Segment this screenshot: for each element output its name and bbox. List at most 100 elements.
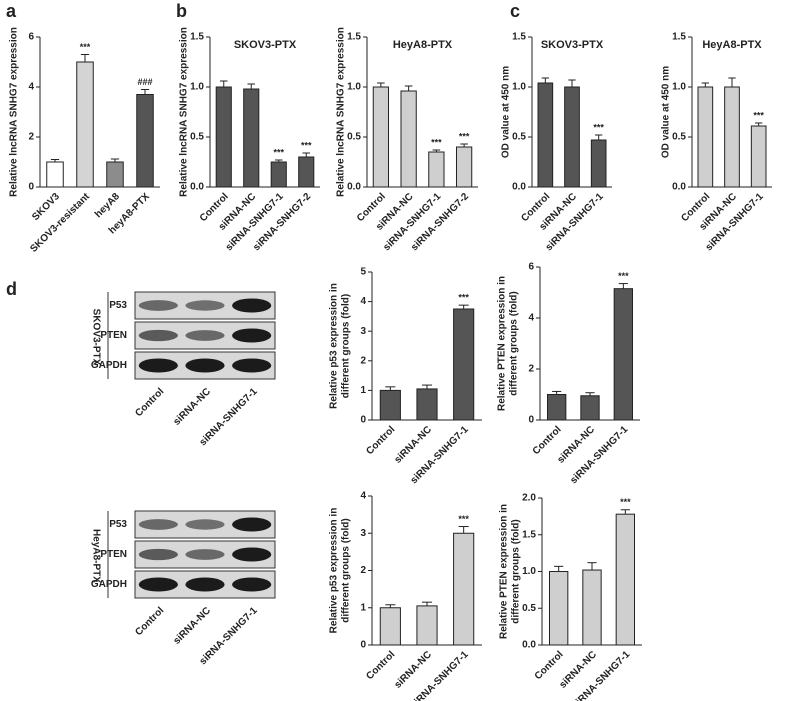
chart-title: HeyA8-PTX — [702, 39, 762, 51]
y-tick-label: 0.5 — [522, 603, 536, 614]
y-tick-label: 0.0 — [672, 182, 686, 193]
significance-label: *** — [458, 514, 469, 524]
y-axis-label: Relative lncRNA SNHG7 expression — [179, 27, 190, 197]
y-tick-label: 4 — [528, 313, 534, 324]
bar — [416, 605, 438, 646]
x-tick-label: Control — [364, 649, 397, 682]
panel-label: a — [6, 1, 17, 21]
band-label: PTEN — [100, 330, 127, 341]
band-label: P53 — [109, 300, 127, 311]
blot-band — [185, 577, 225, 592]
y-axis-label: Relative lncRNA SNHG7 expression — [336, 27, 347, 197]
y-tick-label: 1.5 — [512, 32, 526, 43]
y-tick-label: 0.0 — [347, 182, 361, 193]
y-axis-label: OD value at 450 nm — [661, 66, 672, 158]
chart-title: HeyA8-PTX — [393, 39, 453, 51]
blot-band — [232, 517, 272, 532]
y-tick-label: 4 — [360, 296, 366, 307]
y-tick-label: 1.0 — [190, 82, 204, 93]
y-axis-label: different groups (fold) — [341, 294, 352, 398]
bar — [416, 388, 438, 421]
bar — [582, 569, 602, 646]
y-tick-label: 0.5 — [190, 132, 204, 143]
y-axis-label: OD value at 450 nm — [501, 66, 512, 158]
chart-title: SKOV3-PTX — [541, 39, 604, 51]
y-tick-label: 0.5 — [512, 132, 526, 143]
bar — [537, 82, 554, 188]
y-tick-label: 4 — [28, 82, 34, 93]
blot-band — [232, 358, 272, 373]
bar — [453, 532, 475, 646]
x-tick-label: Control — [531, 424, 564, 457]
significance-label: ### — [137, 77, 152, 87]
bar — [428, 151, 445, 188]
significance-label: *** — [80, 42, 91, 52]
lane-label: Control — [133, 605, 166, 638]
bar — [615, 513, 636, 646]
bar — [549, 571, 569, 646]
y-axis-label: different groups (fold) — [509, 291, 520, 395]
blot-band — [232, 298, 272, 313]
band-label: P53 — [109, 519, 127, 530]
cell-line-label: SKOV3-PTX — [90, 309, 101, 366]
blot-band — [185, 549, 225, 560]
panel-label: b — [176, 1, 187, 21]
bar — [613, 288, 634, 421]
y-tick-label: 6 — [28, 32, 34, 43]
y-tick-label: 0.5 — [672, 132, 686, 143]
lane-label: siRNA-NC — [171, 605, 213, 647]
blot-band — [138, 519, 178, 530]
blot-band — [185, 358, 225, 373]
bar — [564, 86, 580, 188]
bar — [750, 125, 767, 188]
blot-band — [138, 358, 178, 373]
y-tick-label: 3 — [360, 326, 366, 337]
bar — [379, 389, 401, 421]
bar — [136, 94, 154, 188]
significance-label: *** — [618, 271, 629, 281]
y-axis-label: Relative lncRNA SNHG7 expression — [9, 27, 20, 197]
panel-label: c — [510, 1, 520, 21]
y-tick-label: 1.0 — [672, 82, 686, 93]
y-tick-label: 2.0 — [522, 493, 536, 504]
y-tick-label: 0.0 — [522, 640, 536, 651]
y-tick-label: 3 — [360, 528, 366, 539]
blot-band — [185, 300, 225, 311]
bar — [76, 61, 94, 188]
significance-label: *** — [620, 497, 631, 507]
y-tick-label: 6 — [528, 262, 534, 273]
x-tick-label: Control — [533, 649, 566, 682]
y-axis-label: Relative p53 expression in — [329, 508, 340, 634]
significance-label: *** — [431, 137, 442, 147]
significance-label: *** — [459, 131, 470, 141]
y-tick-label: 1.0 — [512, 82, 526, 93]
bar — [453, 308, 475, 421]
blot-band — [138, 577, 178, 592]
bar — [270, 161, 287, 188]
y-tick-label: 2 — [528, 364, 534, 375]
blot-band — [138, 548, 178, 561]
y-tick-label: 1.0 — [347, 82, 361, 93]
bar — [379, 607, 401, 646]
x-tick-label: heyA8 — [93, 191, 122, 220]
y-tick-label: 0 — [528, 415, 534, 426]
panel-label: d — [6, 279, 17, 299]
bar — [400, 90, 417, 188]
band-label: GAPDH — [91, 360, 127, 371]
y-tick-label: 1.5 — [347, 32, 361, 43]
y-tick-label: 0.5 — [347, 132, 361, 143]
y-tick-label: 5 — [360, 267, 366, 278]
lane-label: siRNA-NC — [171, 386, 213, 428]
bar — [372, 86, 390, 188]
y-axis-label: different groups (fold) — [511, 519, 522, 623]
blot-band — [232, 577, 272, 592]
y-tick-label: 2 — [360, 355, 366, 366]
y-tick-label: 1.5 — [522, 529, 536, 540]
cell-line-label: HeyA8-PTX — [90, 529, 101, 583]
significance-label: *** — [593, 122, 604, 132]
y-tick-label: 2 — [28, 132, 34, 143]
significance-label: *** — [458, 293, 469, 303]
y-tick-label: 2 — [360, 565, 366, 576]
band-label: GAPDH — [91, 579, 127, 590]
